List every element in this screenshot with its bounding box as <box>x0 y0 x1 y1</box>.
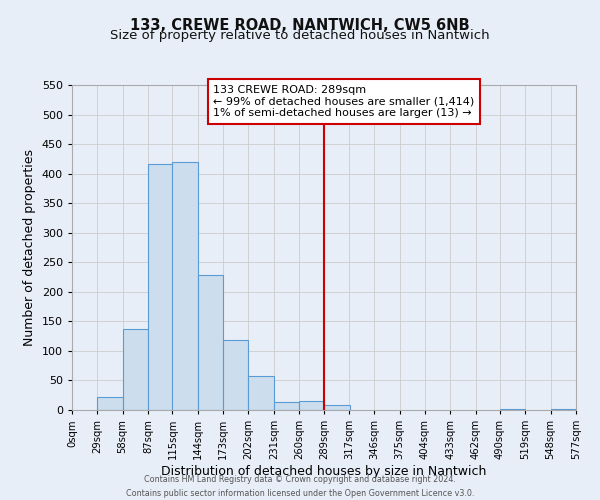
Y-axis label: Number of detached properties: Number of detached properties <box>23 149 36 346</box>
Bar <box>551 409 576 410</box>
Text: Size of property relative to detached houses in Nantwich: Size of property relative to detached ho… <box>110 29 490 42</box>
Text: 133, CREWE ROAD, NANTWICH, CW5 6NB: 133, CREWE ROAD, NANTWICH, CW5 6NB <box>130 18 470 32</box>
Bar <box>223 340 248 410</box>
Bar <box>97 397 122 410</box>
Bar <box>325 406 350 410</box>
Bar <box>122 329 148 410</box>
Bar <box>299 400 325 410</box>
Bar <box>274 402 299 410</box>
X-axis label: Distribution of detached houses by size in Nantwich: Distribution of detached houses by size … <box>161 465 487 478</box>
Bar <box>148 164 173 410</box>
Text: Contains HM Land Registry data © Crown copyright and database right 2024.
Contai: Contains HM Land Registry data © Crown c… <box>126 476 474 498</box>
Text: 133 CREWE ROAD: 289sqm
← 99% of detached houses are smaller (1,414)
1% of semi-d: 133 CREWE ROAD: 289sqm ← 99% of detached… <box>213 85 475 118</box>
Bar <box>198 276 223 410</box>
Bar <box>248 376 274 410</box>
Bar <box>172 162 198 410</box>
Bar <box>500 409 526 410</box>
